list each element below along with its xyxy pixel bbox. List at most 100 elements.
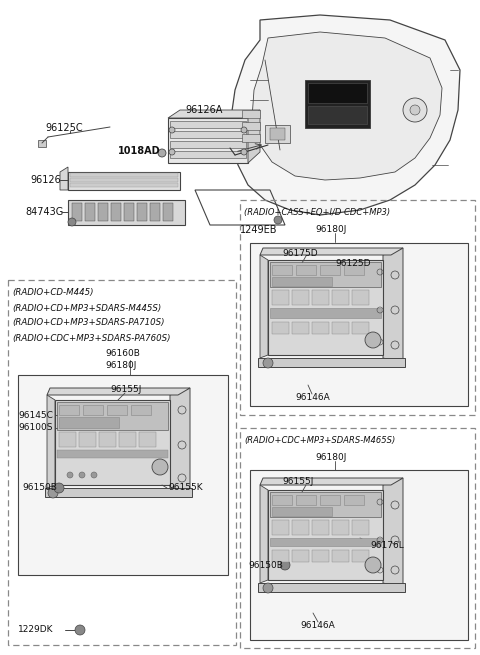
Text: (RADIO+CD+MP3+SDARS-PA710S): (RADIO+CD+MP3+SDARS-PA710S)	[12, 318, 165, 328]
Text: 96126A: 96126A	[185, 105, 222, 115]
Bar	[352, 322, 369, 334]
Bar	[18, 375, 228, 575]
Polygon shape	[68, 172, 180, 190]
Text: 96160B: 96160B	[105, 350, 140, 358]
Bar	[272, 277, 332, 286]
Bar	[344, 265, 364, 275]
Bar	[83, 405, 103, 415]
Polygon shape	[47, 395, 55, 488]
Bar	[292, 520, 309, 535]
Polygon shape	[258, 358, 405, 367]
Bar	[332, 290, 349, 305]
Bar	[312, 550, 329, 562]
Bar	[170, 151, 246, 158]
Bar	[70, 173, 178, 177]
Bar	[107, 405, 127, 415]
Bar	[168, 118, 248, 163]
Text: 96155J: 96155J	[282, 477, 313, 487]
Circle shape	[241, 127, 247, 133]
Circle shape	[169, 149, 175, 155]
Text: 96150B: 96150B	[248, 561, 283, 569]
Circle shape	[152, 459, 168, 475]
Text: 96180J: 96180J	[315, 453, 347, 462]
Polygon shape	[260, 478, 403, 485]
Bar	[150, 203, 160, 221]
Bar	[38, 140, 46, 147]
Polygon shape	[258, 583, 405, 592]
Bar	[292, 322, 309, 334]
Polygon shape	[252, 32, 442, 180]
Bar	[320, 495, 340, 505]
Polygon shape	[260, 255, 268, 358]
Polygon shape	[68, 200, 185, 225]
Text: (RADIO+CD-M445): (RADIO+CD-M445)	[12, 288, 94, 297]
Bar	[111, 203, 121, 221]
Circle shape	[263, 358, 273, 368]
Bar	[85, 203, 95, 221]
Bar	[270, 538, 381, 546]
Text: 96175D: 96175D	[282, 248, 318, 257]
Bar	[163, 203, 173, 221]
Text: (RADIO+CDC+MP3+SDARS-M465S): (RADIO+CDC+MP3+SDARS-M465S)	[244, 436, 395, 445]
Bar	[308, 83, 367, 103]
Text: 96100S: 96100S	[18, 424, 52, 432]
Bar	[119, 432, 136, 447]
Polygon shape	[60, 167, 68, 190]
Bar	[292, 550, 309, 562]
Bar	[312, 290, 329, 305]
Circle shape	[280, 560, 290, 570]
Bar	[272, 520, 289, 535]
Bar	[70, 183, 178, 187]
Text: 84743G: 84743G	[25, 207, 63, 217]
Bar	[265, 125, 290, 143]
Bar	[308, 106, 367, 124]
Text: 96146A: 96146A	[295, 392, 330, 402]
Circle shape	[75, 625, 85, 635]
Circle shape	[54, 483, 64, 493]
Bar	[270, 308, 381, 318]
Bar	[139, 432, 156, 447]
Bar	[57, 402, 168, 430]
Polygon shape	[248, 110, 260, 163]
Bar	[272, 495, 292, 505]
Bar	[332, 322, 349, 334]
Bar	[272, 507, 332, 516]
Bar	[296, 265, 316, 275]
Bar	[344, 495, 364, 505]
Bar	[240, 200, 475, 415]
Bar	[352, 520, 369, 535]
Circle shape	[79, 472, 85, 478]
Bar	[272, 290, 289, 305]
Bar	[59, 432, 76, 447]
Bar	[250, 243, 468, 406]
Bar	[352, 550, 369, 562]
Circle shape	[403, 98, 427, 122]
Bar	[292, 290, 309, 305]
Bar	[270, 492, 381, 517]
Text: 96126: 96126	[30, 175, 61, 185]
Bar	[99, 432, 116, 447]
Text: (RADIO+CDC+MP3+SDARS-PA760S): (RADIO+CDC+MP3+SDARS-PA760S)	[12, 333, 170, 343]
Text: 96155J: 96155J	[110, 386, 142, 394]
Bar	[272, 322, 289, 334]
Bar	[170, 131, 246, 138]
Text: 96180J: 96180J	[315, 225, 347, 234]
Polygon shape	[383, 248, 403, 363]
Bar	[98, 203, 108, 221]
Polygon shape	[383, 478, 403, 588]
Bar	[270, 262, 381, 287]
Circle shape	[48, 488, 58, 498]
Bar	[296, 495, 316, 505]
Bar	[70, 178, 178, 182]
Circle shape	[274, 216, 282, 224]
Circle shape	[169, 127, 175, 133]
Bar	[250, 470, 468, 640]
Circle shape	[365, 332, 381, 348]
Bar	[170, 141, 246, 148]
Text: 96145C: 96145C	[18, 411, 53, 419]
Text: 96125D: 96125D	[335, 259, 371, 267]
Bar	[312, 520, 329, 535]
Bar	[59, 405, 79, 415]
Polygon shape	[168, 110, 260, 118]
Text: 96146A: 96146A	[300, 620, 335, 629]
